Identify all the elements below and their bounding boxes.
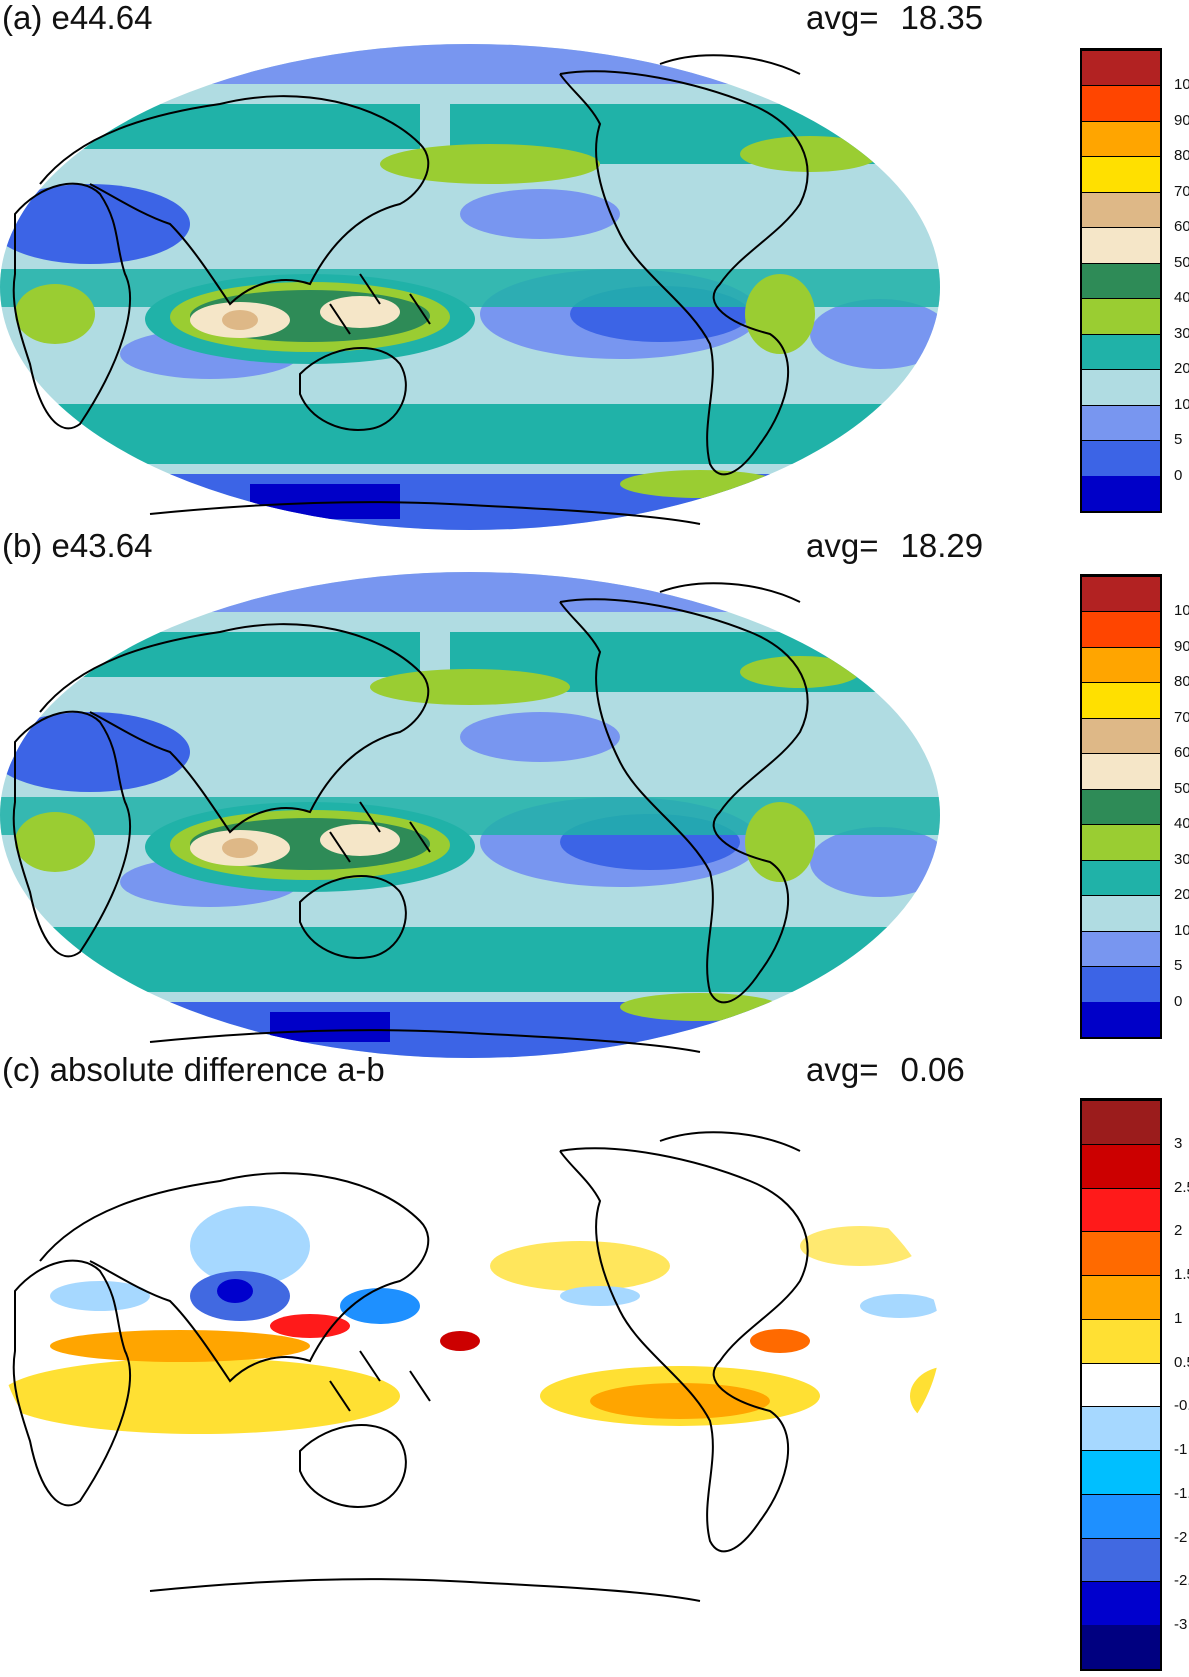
panel-c: (c) absolute difference a-b avg= 0.06: [0, 1050, 1189, 1677]
colorbar-swatch: [1082, 824, 1160, 860]
colorbar-tick-label: 40: [1174, 289, 1189, 307]
precip-map-b: [0, 572, 940, 1058]
avg-label: avg=: [806, 0, 879, 36]
colorbar-swatch: [1082, 859, 1160, 896]
colorbar-tick-label: 30: [1174, 324, 1189, 342]
colorbar-swatch: [1082, 646, 1160, 683]
colorbar-tick-label: 50: [1174, 779, 1189, 797]
colorbar-swatch: [1082, 1581, 1160, 1626]
colorbar-tick-label: 80: [1174, 147, 1189, 165]
colorbar-swatch: [1082, 1406, 1160, 1451]
colorbar-swatch: [1082, 1001, 1160, 1037]
colorbar-tick-label: 5: [1174, 957, 1183, 975]
colorbar-tick-label: -2: [1174, 1528, 1188, 1546]
colorbar-swatch: [1082, 333, 1160, 370]
colorbar-tick-label: 0: [1174, 466, 1183, 484]
colorbar-swatch: [1082, 262, 1160, 299]
precip-map-a: [0, 44, 940, 530]
colorbar-c: [1080, 1098, 1162, 1671]
colorbar-tick-label: 3: [1174, 1134, 1183, 1152]
panel-title: (a) e44.64: [2, 0, 153, 36]
avg-value: 18.29: [900, 527, 984, 564]
colorbar-swatch: [1082, 1231, 1160, 1276]
panel-a: (a) e44.64 avg= 18.35: [0, 0, 1189, 560]
colorbar-swatch: [1082, 966, 1160, 1002]
colorbar-tick-label: 20: [1174, 886, 1189, 904]
colorbar-tick-label: 10: [1174, 921, 1189, 939]
colorbar-b: [1080, 574, 1162, 1039]
colorbar-swatch: [1082, 1100, 1160, 1144]
colorbar-swatch: [1082, 611, 1160, 647]
coastlines: [12, 54, 809, 525]
avg-label: avg=: [806, 527, 879, 564]
colorbar-tick-label: 100: [1174, 76, 1189, 94]
colorbar-swatch: [1082, 717, 1160, 754]
colorbar-tick-label: 100: [1174, 602, 1189, 620]
panel-average: avg= 0.06: [806, 1050, 965, 1090]
colorbar-tick-label: 30: [1174, 850, 1189, 868]
avg-value: 0.06: [900, 1051, 965, 1088]
colorbar-tick-label: 2.5: [1174, 1178, 1189, 1196]
colorbar-swatch: [1082, 404, 1160, 441]
colorbar-tick-label: 70: [1174, 708, 1189, 726]
colorbar-tick-label: 0.5: [1174, 1353, 1189, 1371]
colorbar-swatch: [1082, 120, 1160, 157]
colorbar-tick-label: 40: [1174, 815, 1189, 833]
colorbar-swatch: [1082, 227, 1160, 263]
colorbar-tick-label: 60: [1174, 218, 1189, 236]
panel-average: avg= 18.29: [806, 526, 983, 566]
panel-b: (b) e43.64 avg= 18.29: [0, 526, 1189, 1088]
colorbar-tick-label: -3: [1174, 1616, 1188, 1634]
colorbar-tick-label: 80: [1174, 673, 1189, 691]
colorbar-tick-label: 90: [1174, 111, 1189, 129]
colorbar-swatch: [1082, 156, 1160, 192]
colorbar-tick-label: 20: [1174, 360, 1189, 378]
colorbar-swatch: [1082, 1493, 1160, 1538]
colorbar-swatch: [1082, 753, 1160, 789]
colorbar-swatch: [1082, 1143, 1160, 1188]
colorbar-swatch: [1082, 1187, 1160, 1232]
colorbar-tick-label: -2.5: [1174, 1572, 1189, 1590]
colorbar-tick-label: -1.5: [1174, 1484, 1189, 1502]
colorbar-tick-label: 2: [1174, 1222, 1183, 1240]
colorbar-swatch: [1082, 682, 1160, 718]
colorbar-swatch: [1082, 85, 1160, 121]
panel-title: (c) absolute difference a-b: [2, 1051, 385, 1088]
colorbar-swatch: [1082, 1450, 1160, 1494]
colorbar-tick-label: 50: [1174, 253, 1189, 271]
panel-average: avg= 18.35: [806, 0, 983, 38]
colorbar-tick-label: 10: [1174, 395, 1189, 413]
colorbar-swatch: [1082, 50, 1160, 86]
colorbar-tick-label: -0.5: [1174, 1397, 1189, 1415]
colorbar-tick-label: 1: [1174, 1309, 1183, 1327]
colorbar-swatch: [1082, 369, 1160, 405]
colorbar-tick-label: 70: [1174, 182, 1189, 200]
colorbar-swatch: [1082, 788, 1160, 825]
colorbar-swatch: [1082, 298, 1160, 334]
colorbar-swatch: [1082, 1625, 1160, 1669]
colorbar-tick-label: 60: [1174, 744, 1189, 762]
colorbar-swatch: [1082, 1362, 1160, 1407]
colorbar-a: [1080, 48, 1162, 513]
panel-title: (b) e43.64: [2, 527, 153, 564]
colorbar-swatch: [1082, 1275, 1160, 1319]
colorbar-swatch: [1082, 930, 1160, 967]
coastlines: [12, 582, 809, 1053]
colorbar-swatch: [1082, 576, 1160, 612]
avg-value: 18.35: [900, 0, 984, 36]
colorbar-tick-label: 1.5: [1174, 1266, 1189, 1284]
colorbar-tick-label: 0: [1174, 992, 1183, 1010]
colorbar-swatch: [1082, 1318, 1160, 1363]
colorbar-swatch: [1082, 475, 1160, 511]
coastlines: [12, 1131, 809, 1602]
colorbar-swatch: [1082, 440, 1160, 476]
colorbar-tick-label: 90: [1174, 637, 1189, 655]
difference-map-c: [0, 1096, 940, 1602]
colorbar-swatch: [1082, 895, 1160, 931]
avg-label: avg=: [806, 1051, 879, 1088]
colorbar-tick-label: -1: [1174, 1441, 1188, 1459]
colorbar-swatch: [1082, 191, 1160, 228]
colorbar-swatch: [1082, 1537, 1160, 1582]
colorbar-tick-label: 5: [1174, 431, 1183, 449]
